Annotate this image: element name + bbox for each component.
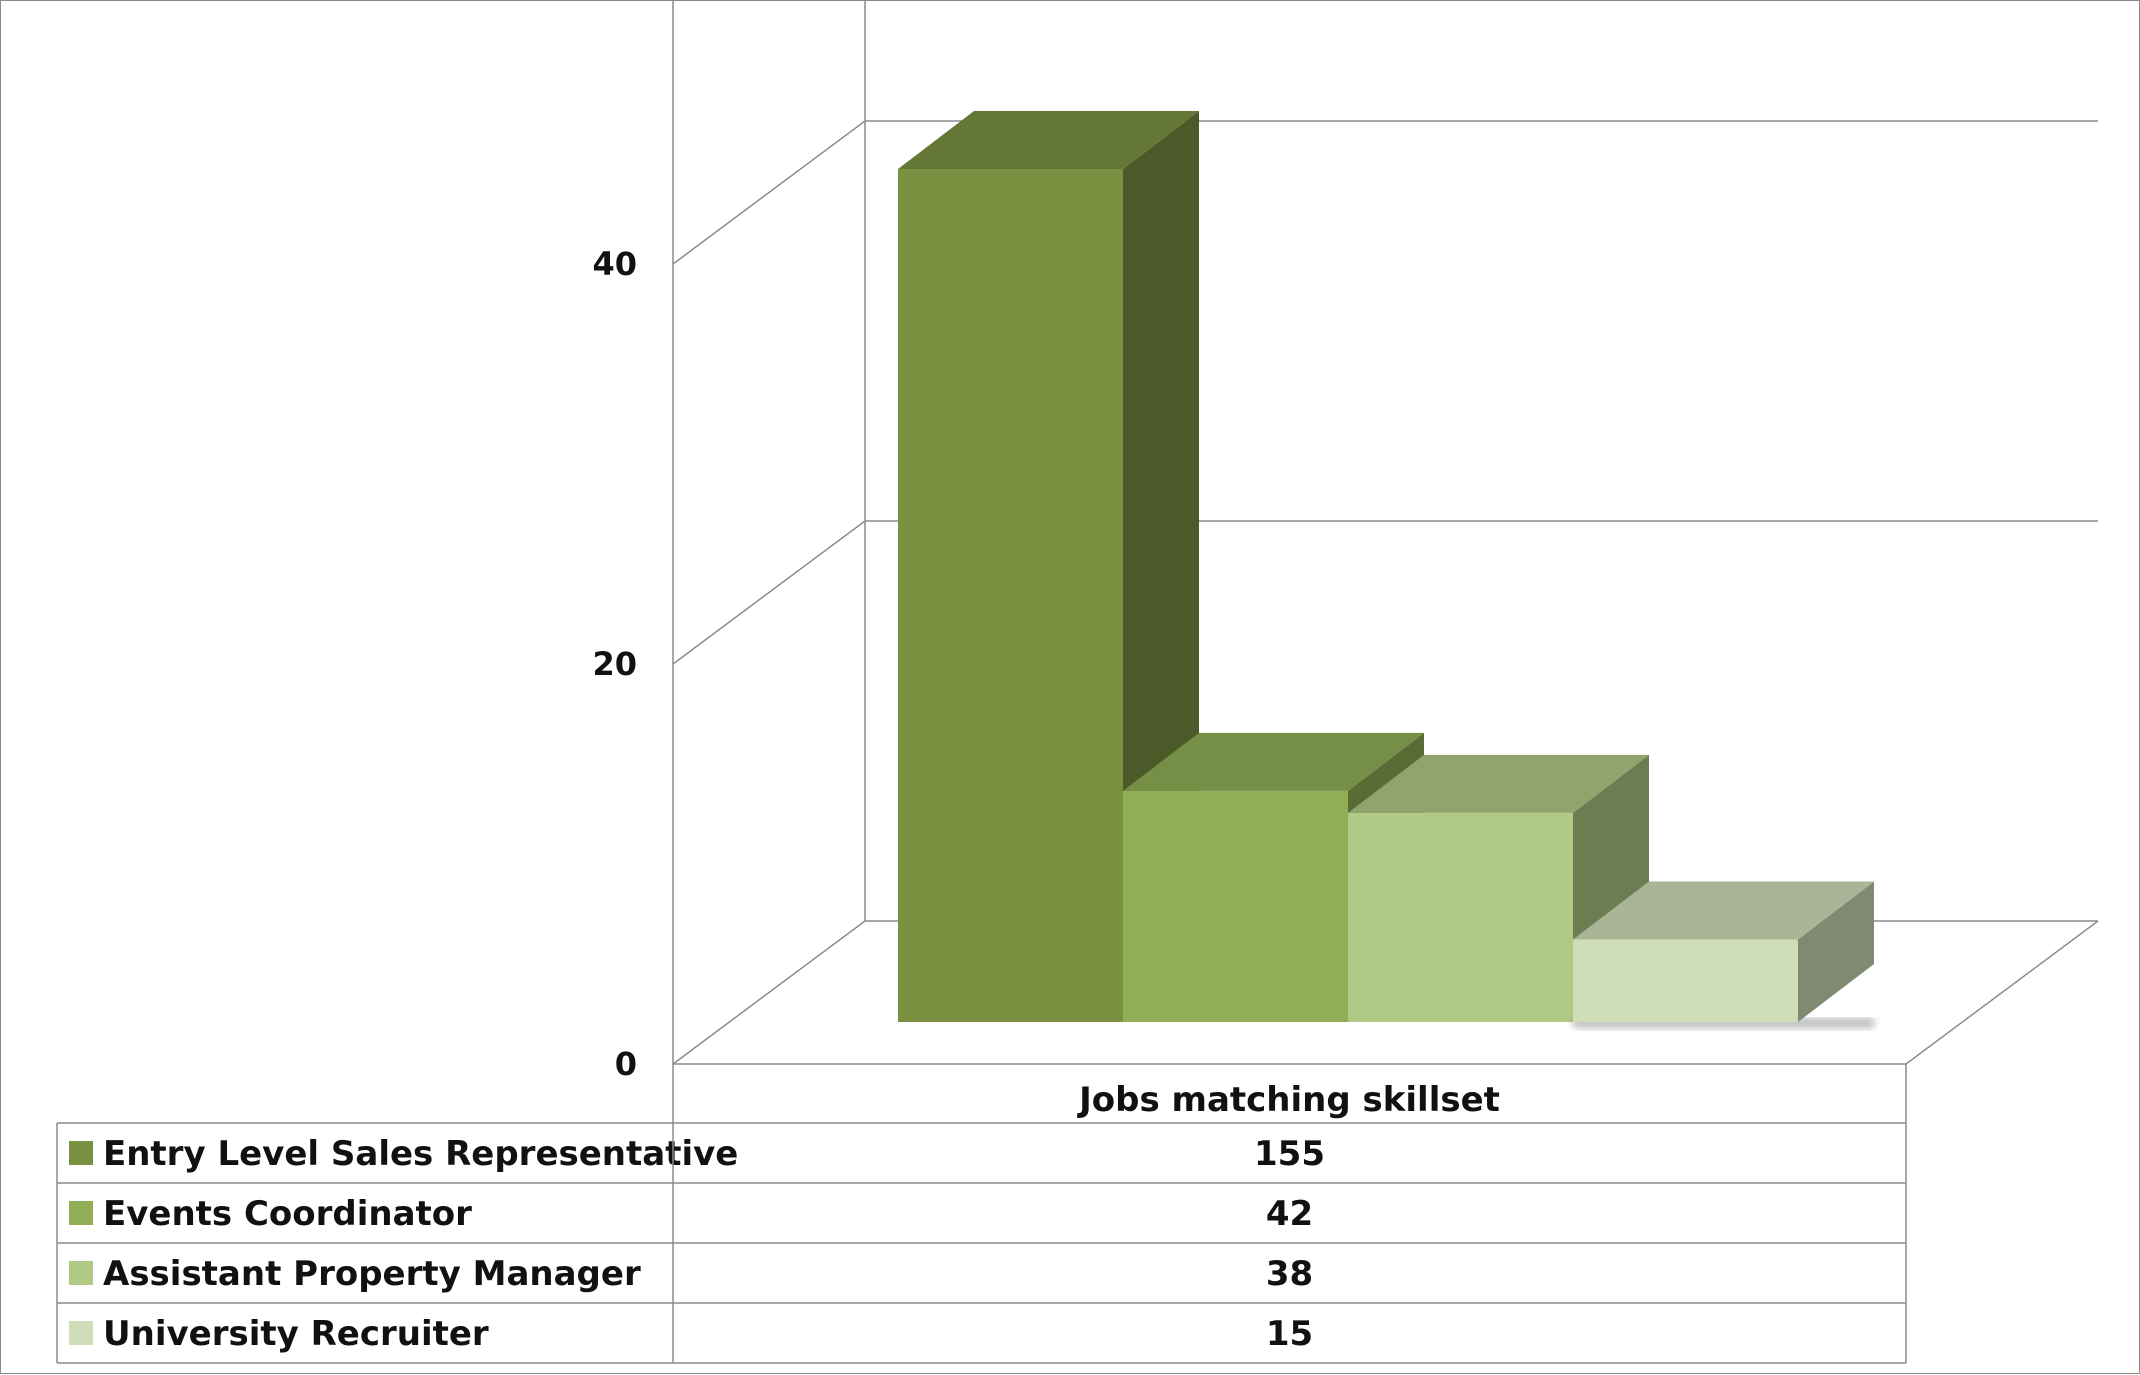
bar-shadow (1573, 1018, 1874, 1028)
bar-side-3 (1798, 881, 1874, 1022)
bar-top-2 (1348, 754, 1649, 813)
data-label: 38 (1266, 1254, 1313, 1294)
category-label: Jobs matching skillset (1077, 1080, 1500, 1120)
legend-swatch (69, 1321, 93, 1345)
bar-3[interactable] (1573, 939, 1798, 1022)
bar-top-3 (1573, 881, 1874, 940)
y-tick-label: 40 (592, 245, 637, 283)
legend-swatch (69, 1261, 93, 1285)
wall-line-40 (672, 120, 866, 265)
y-tick-label: 20 (592, 645, 637, 683)
data-label: 155 (1254, 1134, 1325, 1174)
wall-line-0 (672, 920, 866, 1065)
legend-label: Events Coordinator (103, 1194, 472, 1234)
data-label: 15 (1266, 1314, 1313, 1354)
legend-label: Entry Level Sales Representative (103, 1134, 738, 1174)
floor-right-edge (1905, 920, 2099, 1065)
wall-line-20 (672, 520, 866, 665)
y-tick-label: 0 (615, 1045, 637, 1083)
legend-swatch (69, 1201, 93, 1225)
legend-label: Assistant Property Manager (103, 1254, 641, 1294)
data-label: 42 (1266, 1194, 1313, 1234)
legend-swatch (69, 1141, 93, 1165)
bar-top-0 (898, 111, 1199, 169)
bar-0[interactable] (898, 169, 1123, 1022)
bar-top-1 (1123, 732, 1424, 791)
bar-1[interactable] (1123, 790, 1348, 1022)
legend-label: University Recruiter (103, 1314, 489, 1354)
bar-2[interactable] (1348, 812, 1573, 1022)
